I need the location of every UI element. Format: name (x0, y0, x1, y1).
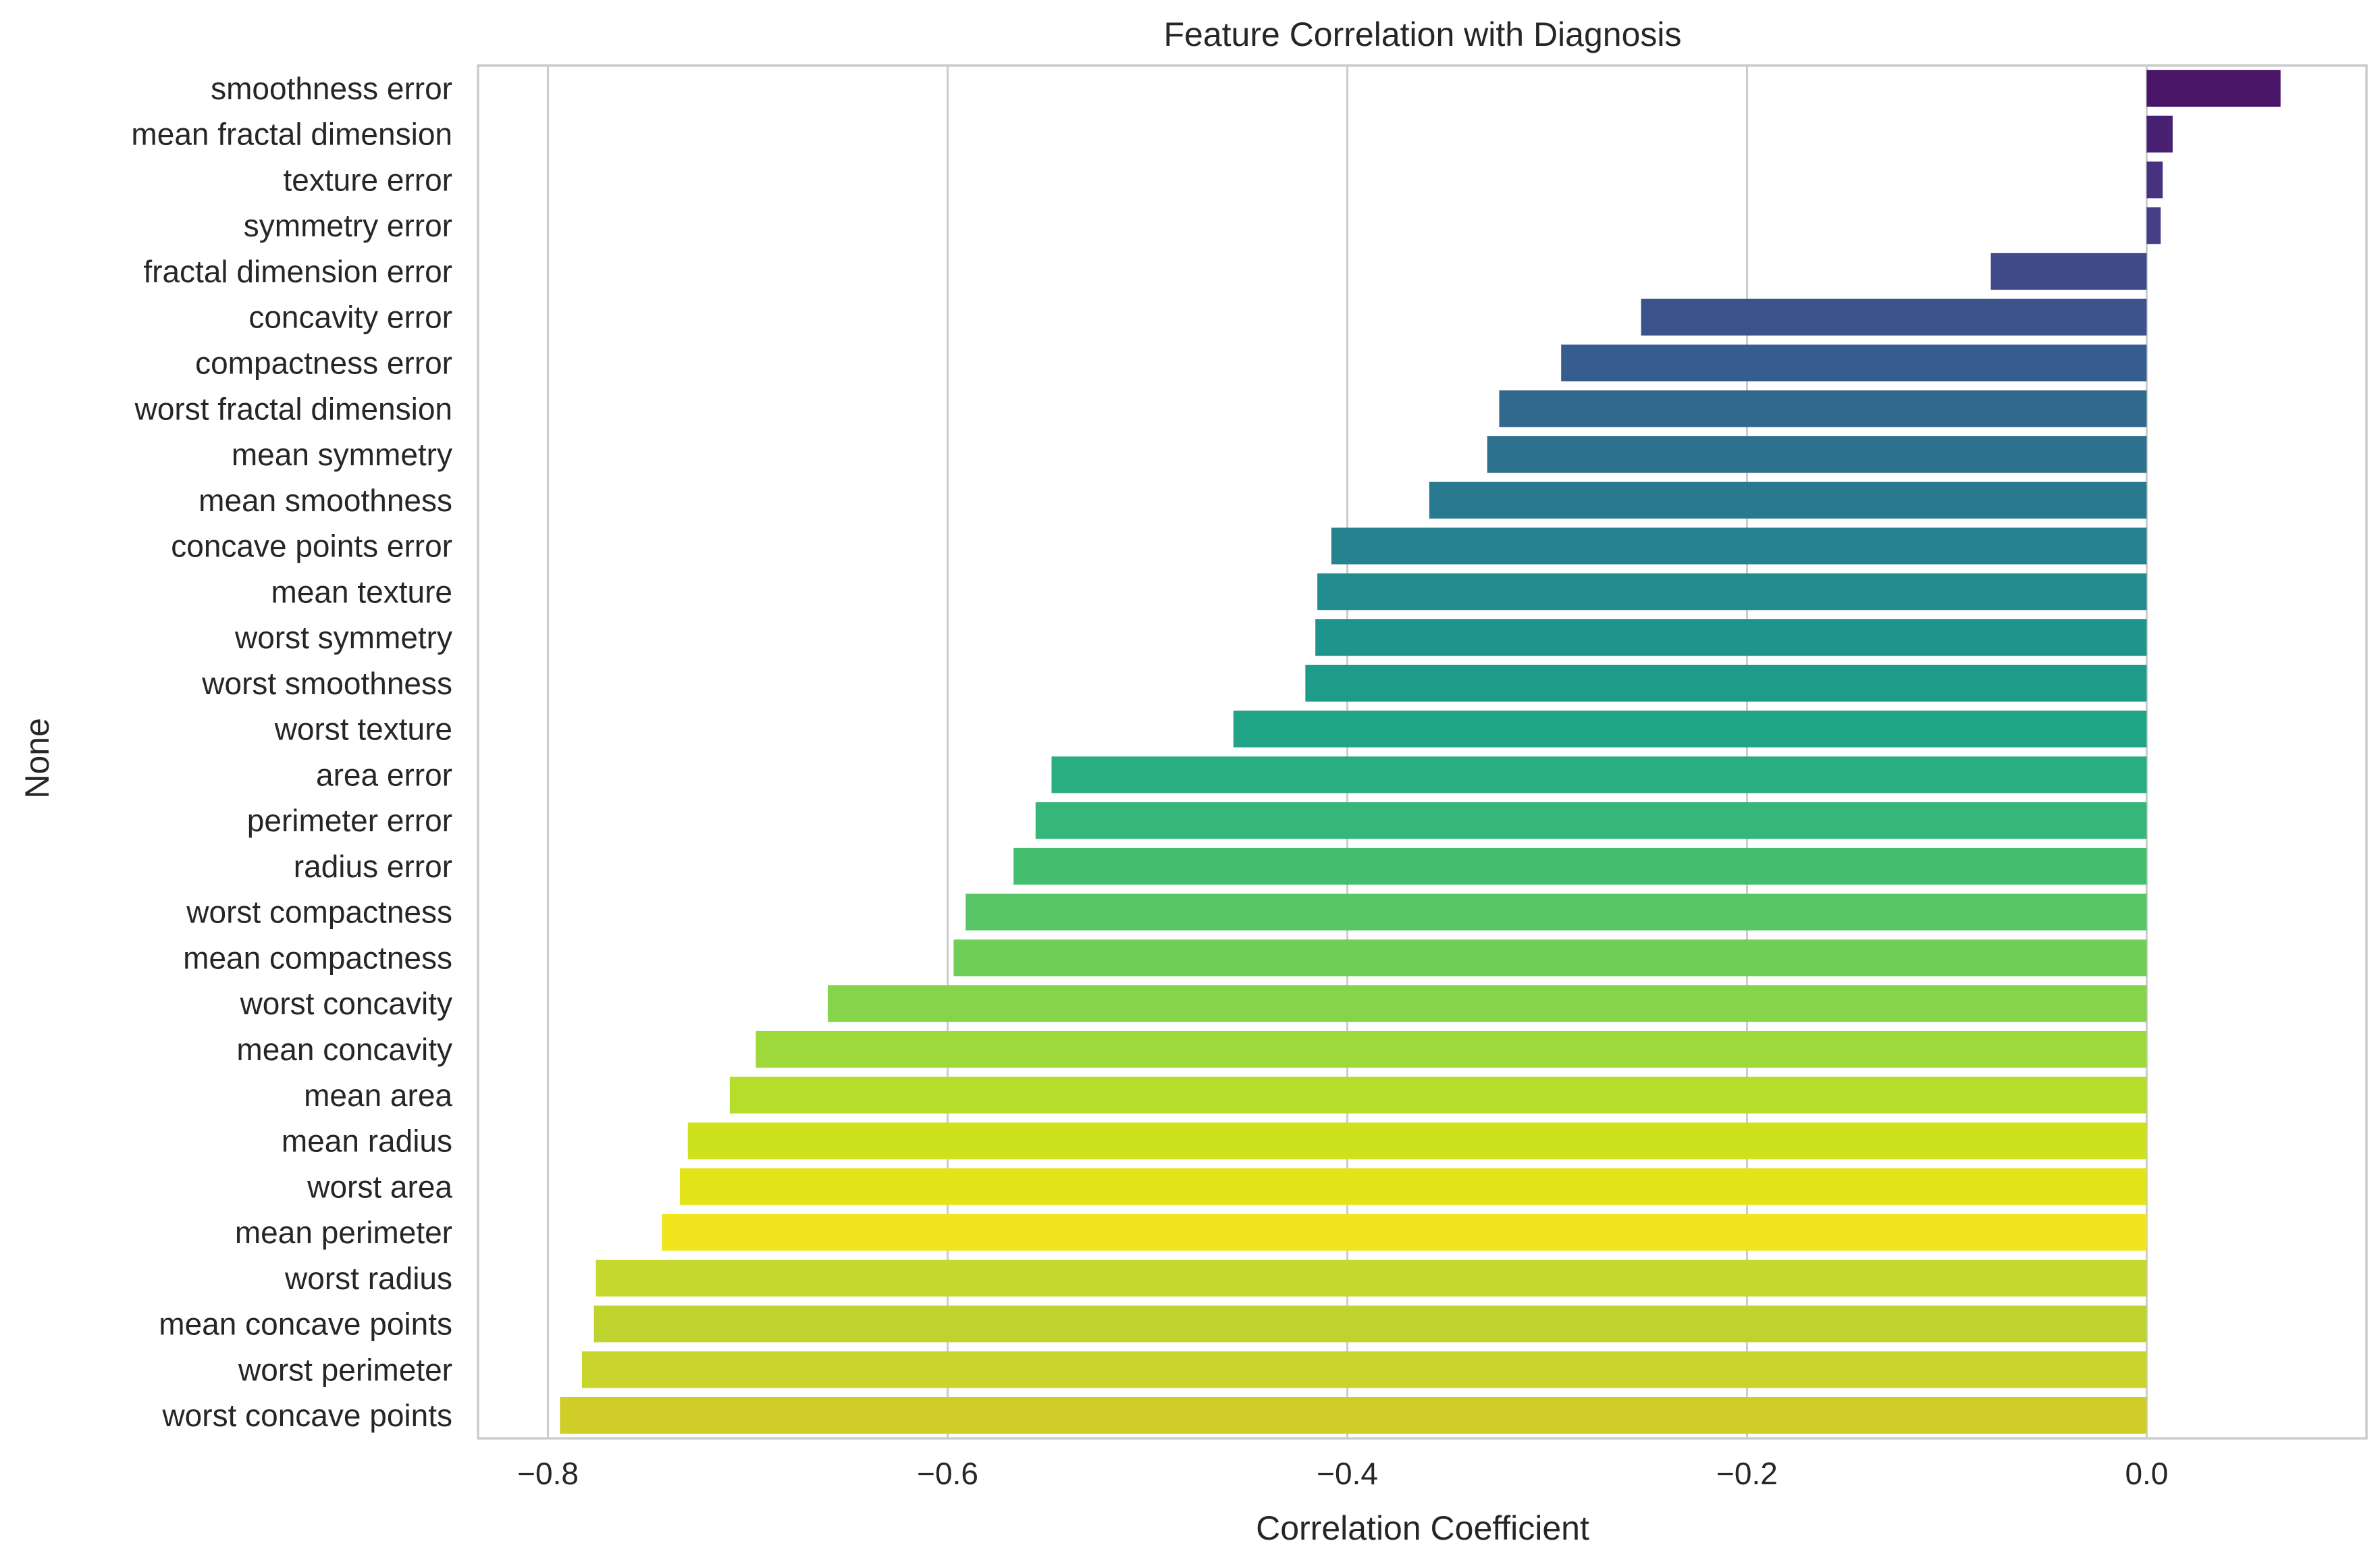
bar (2146, 207, 2161, 244)
y-tick-label: compactness error (195, 345, 452, 380)
y-tick-label: mean texture (271, 574, 452, 609)
chart-title: Feature Correlation with Diagnosis (1163, 16, 1681, 53)
y-tick-label: worst area (307, 1169, 452, 1204)
bar (756, 1030, 2147, 1068)
y-tick-label: radius error (294, 849, 452, 884)
y-tick-label: worst smoothness (201, 666, 452, 701)
bar (1429, 481, 2147, 519)
bar (1487, 436, 2147, 473)
bar (1035, 802, 2147, 839)
y-tick-label: perimeter error (247, 803, 452, 838)
y-tick-label: worst compactness (186, 895, 452, 930)
bar (1013, 847, 2147, 885)
y-tick-label: worst radius (284, 1261, 452, 1296)
y-tick-label: symmetry error (244, 208, 452, 243)
y-tick-label: mean smoothness (199, 483, 452, 518)
bar (1331, 527, 2147, 565)
y-tick-label: worst concave points (161, 1398, 452, 1433)
bar (729, 1076, 2147, 1114)
bar (560, 1397, 2147, 1434)
bar (827, 985, 2147, 1022)
bar (662, 1213, 2147, 1251)
bar (966, 893, 2147, 931)
y-tick-label: worst perimeter (238, 1352, 452, 1387)
x-tick-label: −0.4 (1317, 1456, 1378, 1491)
bar (1233, 710, 2147, 748)
bar (593, 1305, 2147, 1342)
bar (1641, 298, 2147, 336)
y-tick-label: mean area (304, 1078, 452, 1113)
y-tick-label: mean symmetry (232, 437, 452, 472)
bar (581, 1351, 2147, 1388)
y-tick-label: mean compactness (183, 940, 452, 975)
y-tick-label: mean radius (282, 1124, 452, 1159)
x-tick-labels: −0.8 −0.6 −0.4 −0.2 0.0 (517, 1456, 2168, 1491)
bar (2146, 115, 2173, 153)
bar (1305, 664, 2147, 702)
bar (1990, 253, 2147, 290)
y-tick-label: fractal dimension error (143, 254, 452, 289)
y-axis-label: None (18, 718, 56, 799)
x-tick-label: −0.8 (517, 1456, 579, 1491)
y-tick-label: mean perimeter (235, 1215, 452, 1250)
y-tick-label: mean concave points (159, 1307, 452, 1342)
y-tick-label: worst symmetry (234, 620, 452, 655)
bar (1317, 573, 2147, 610)
y-tick-label: worst fractal dimension (134, 391, 452, 426)
bar (1499, 390, 2147, 427)
bar (2146, 70, 2281, 107)
bar (687, 1122, 2147, 1159)
bar (1561, 344, 2147, 382)
bar (2146, 161, 2163, 199)
gridlines (547, 66, 2148, 1438)
y-tick-label: worst concavity (240, 986, 452, 1021)
x-tick-label: 0.0 (2125, 1456, 2168, 1491)
y-tick-label: mean concavity (236, 1032, 452, 1067)
y-tick-label: concave points error (171, 529, 452, 564)
bar (679, 1168, 2147, 1205)
y-tick-label: texture error (283, 162, 452, 197)
y-tick-label: smoothness error (211, 71, 452, 106)
x-tick-label: −0.2 (1716, 1456, 1778, 1491)
bars (560, 70, 2281, 1434)
x-axis-label: Correlation Coefficient (1256, 1509, 1589, 1547)
y-tick-label: concavity error (248, 300, 452, 335)
x-tick-label: −0.6 (917, 1456, 978, 1491)
y-tick-label: area error (316, 757, 452, 792)
bar (953, 939, 2147, 976)
y-tick-label: worst texture (274, 712, 452, 747)
bar (596, 1259, 2147, 1297)
plot-frame (477, 64, 2368, 1440)
y-tick-labels: smoothness error mean fractal dimension te… (131, 71, 452, 1433)
bar (1315, 619, 2147, 656)
y-tick-label: mean fractal dimension (131, 117, 452, 152)
bar (1051, 756, 2147, 793)
